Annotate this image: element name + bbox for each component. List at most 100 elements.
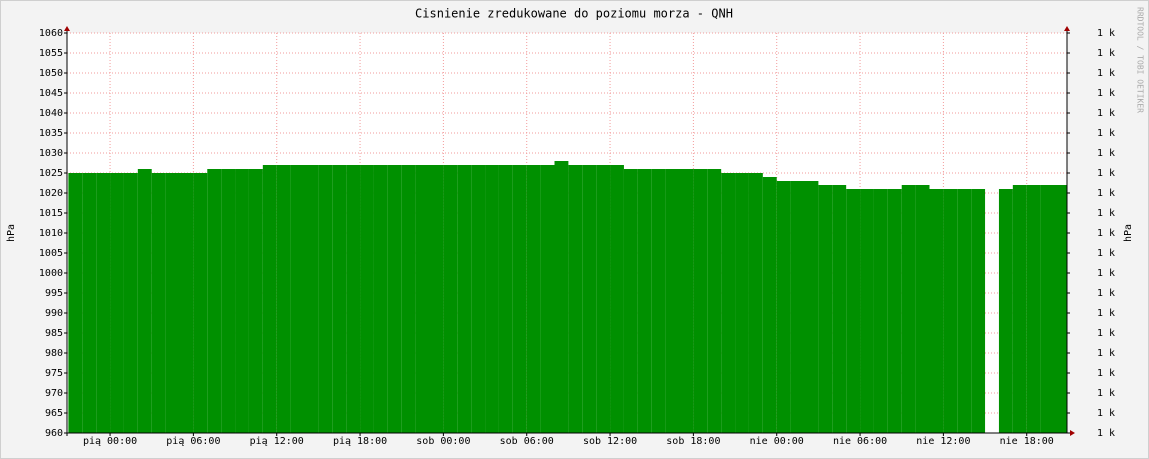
x-tick-label: pią 06:00: [166, 436, 220, 447]
area-step: [443, 165, 458, 433]
y-tick-label: 990: [45, 308, 63, 319]
area-step: [207, 169, 222, 433]
area-step: [1026, 185, 1041, 433]
chart-title: Cisnienie zredukowane do poziomu morza -…: [415, 7, 733, 21]
area-step: [373, 165, 388, 433]
area-step: [568, 165, 583, 433]
area-step: [387, 165, 402, 433]
area-step: [82, 173, 97, 433]
area-step: [68, 173, 83, 433]
watermark: RRDTOOL / TOBI OETIKER: [1136, 7, 1145, 113]
y2-tick-label: 1 k: [1097, 388, 1115, 399]
axes: 960 965 970 975 980 985 990 995 1000 1005 1010 1015…: [39, 26, 1115, 447]
y-tick-label: 995: [45, 288, 63, 299]
y2-tick-label: 1 k: [1097, 228, 1115, 239]
area-step: [512, 165, 527, 433]
area-step: [526, 165, 541, 433]
area-step: [165, 173, 180, 433]
area-step: [790, 181, 805, 433]
x-tick-label: pią 00:00: [83, 436, 137, 447]
area-step: [235, 169, 249, 433]
area-step: [332, 165, 347, 433]
area-step: [276, 165, 291, 433]
x-tick-label: pią 18:00: [333, 436, 387, 447]
y2-axis-label: hPa: [1123, 224, 1134, 242]
area-step: [721, 173, 736, 433]
y-tick-label: 1010: [39, 228, 63, 239]
x-tick-label: sob 18:00: [666, 436, 720, 447]
y-tick-label: 1050: [39, 68, 63, 79]
x-tick-label: nie 00:00: [750, 436, 804, 447]
area-step: [429, 165, 444, 433]
area-step: [582, 165, 597, 433]
y2-tick-label: 1 k: [1097, 148, 1115, 159]
y-tick-label: 1040: [39, 108, 63, 119]
x-tick-label: nie 12:00: [916, 436, 970, 447]
y2-tick-label: 1 k: [1097, 188, 1115, 199]
area-step: [651, 169, 666, 433]
x-tick-label: nie 18:00: [1000, 436, 1054, 447]
area-step: [748, 173, 763, 433]
y-tick-label: 1045: [39, 88, 63, 99]
x-tick-label: sob 12:00: [583, 436, 637, 447]
area-step: [262, 165, 277, 433]
y-tick-label: 980: [45, 348, 63, 359]
area-step: [707, 169, 722, 433]
area-step: [762, 177, 777, 433]
area-step: [637, 169, 652, 433]
area-step: [957, 189, 972, 433]
area-step: [929, 189, 944, 433]
area-step: [610, 165, 624, 433]
y-tick-label: 975: [45, 368, 63, 379]
area-step: [110, 173, 124, 433]
area-step: [485, 165, 499, 433]
area-step: [901, 185, 916, 433]
y2-tick-label: 1 k: [1097, 248, 1115, 259]
y2-tick-label: 1 k: [1097, 308, 1115, 319]
area-step: [1040, 185, 1055, 433]
area-step: [846, 189, 861, 433]
area-step: [1054, 185, 1067, 433]
area-step: [832, 185, 847, 433]
area-step: [971, 189, 986, 433]
area-step: [221, 169, 236, 433]
axis-arrow: [64, 26, 70, 31]
area-step: [804, 181, 819, 433]
area-step: [596, 165, 611, 433]
axis-arrow: [1064, 26, 1070, 31]
y-tick-label: 1015: [39, 208, 63, 219]
area-step: [96, 173, 111, 433]
y2-tick-label: 1 k: [1097, 88, 1115, 99]
area-step: [540, 165, 555, 433]
area-step: [860, 189, 874, 433]
y2-tick-label: 1 k: [1097, 428, 1115, 439]
x-tick-label: sob 06:00: [500, 436, 554, 447]
y2-tick-label: 1 k: [1097, 68, 1115, 79]
area-step: [679, 169, 694, 433]
area-step: [776, 181, 791, 433]
y2-tick-label: 1 k: [1097, 168, 1115, 179]
area-step: [623, 169, 638, 433]
area-step: [290, 165, 305, 433]
x-tick-label: nie 06:00: [833, 436, 887, 447]
y2-tick-label: 1 k: [1097, 28, 1115, 39]
area-step: [735, 173, 749, 433]
area-step: [304, 165, 319, 433]
y-tick-label: 965: [45, 408, 63, 419]
area-step: [1012, 185, 1027, 433]
y-tick-label: 1055: [39, 48, 63, 59]
y-tick-label: 1005: [39, 248, 63, 259]
area-step: [137, 169, 152, 433]
area-step: [401, 165, 416, 433]
y-tick-label: 985: [45, 328, 63, 339]
area-step: [915, 185, 930, 433]
y-tick-label: 1030: [39, 148, 63, 159]
area-step: [151, 173, 166, 433]
axis-arrow: [1070, 430, 1075, 436]
marks: [68, 161, 1067, 433]
y2-tick-label: 1 k: [1097, 368, 1115, 379]
y-tick-label: 1000: [39, 268, 63, 279]
y2-tick-label: 1 k: [1097, 48, 1115, 59]
y-tick-label: 1025: [39, 168, 63, 179]
